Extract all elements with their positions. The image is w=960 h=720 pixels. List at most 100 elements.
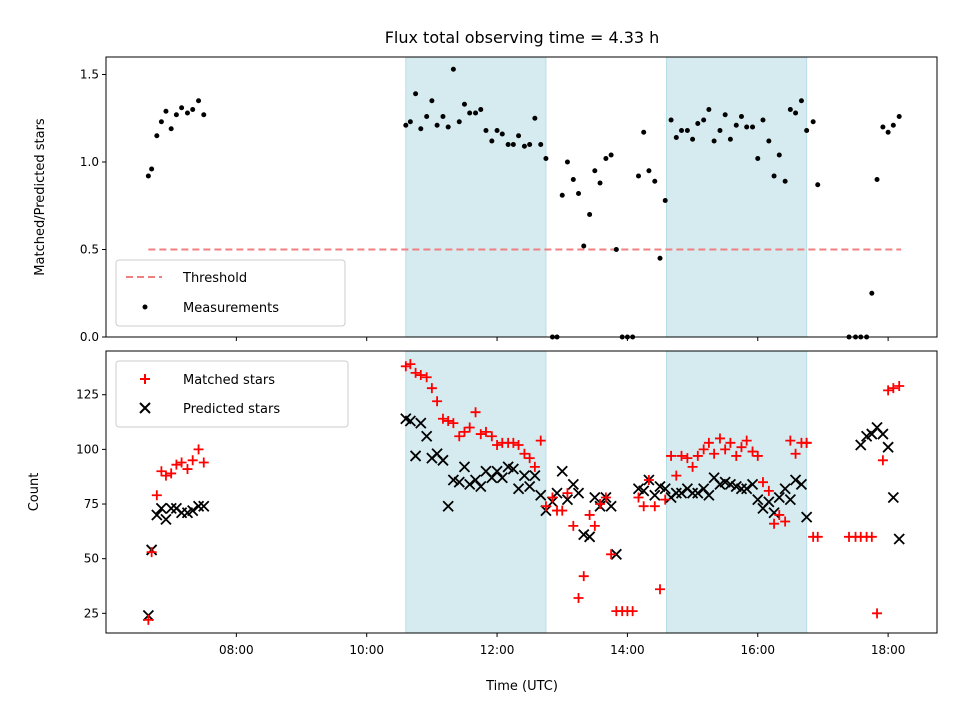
matched-stars-marker [741,435,752,446]
measurement-point [467,110,473,116]
predicted-stars-marker [421,430,433,442]
bottom-legend-box [115,360,349,428]
measurement-point [168,126,174,132]
shaded-interval-0 [405,350,547,634]
predicted-stars-marker [437,454,449,466]
measurement-point [407,119,413,125]
legend-threshold-label: Threshold [182,271,247,286]
predicted-stars-marker [675,487,688,499]
measurement-point [521,143,527,149]
predicted-stars-marker [192,500,205,512]
matched-stars-marker [655,584,665,595]
predicted-stars-marker [404,415,417,427]
measurement-point [184,110,190,116]
matched-stars-marker [529,461,540,472]
measurement-point [196,98,202,104]
top-y-tick-label: 0.0 [80,330,99,344]
matched-stars-marker [703,437,714,448]
measurement-point [450,66,456,72]
predicted-stars-marker [773,491,785,504]
measurement-point [543,156,549,161]
matched-stars-marker [785,435,796,446]
top-axis-ticks: 0.0 0.5 1.0 1.5 [80,68,889,344]
measurement-point [668,117,674,123]
matched-stars-marker [709,448,720,459]
matched-stars-marker [578,571,589,582]
matched-stars-marker [600,492,611,503]
matched-stars-marker [687,461,698,472]
predicted-stars-marker [724,478,737,490]
matched-stars-marker [156,466,167,477]
matched-stars-marker [182,464,193,475]
legend-measurements-swatch [142,304,148,310]
matched-stars-marker [725,437,736,448]
measurement-point [149,166,155,172]
matched-stars-marker [638,501,649,512]
predicted-stars-marker [458,461,471,473]
matched-stars-marker [584,509,595,520]
measurements-series [145,66,902,340]
measurement-point [679,128,685,133]
measurement-point [608,152,614,158]
measurement-point [717,128,723,133]
measurement-point [505,142,511,147]
measurement-point [478,107,484,112]
matched-stars-marker [443,415,454,426]
bottom-axis-ticks: 08:00 10:00 12:00 14:00 16:00 18:00 25 50 75 100 1… [76,388,905,657]
matched-stars-marker [508,437,519,448]
measurement-point [440,114,446,119]
matched-stars-marker [187,455,198,466]
predicted-stars-marker [187,504,199,517]
predicted-stars-marker [866,428,878,440]
predicted-stars-marker [893,533,905,545]
measurement-point [154,133,160,139]
bottom-y-tick-label: 75 [84,497,99,511]
predicted-stars-marker [703,489,715,501]
matched-stars-marker [405,359,416,370]
measurement-point [527,142,533,147]
predicted-stars-marker [795,478,808,490]
legend-measurements-label: Measurements [183,301,279,316]
matched-stars-marker [410,367,421,378]
measurement-point [744,124,750,130]
matched-stars-marker [166,468,177,479]
matched-stars-marker [535,435,546,446]
predicted-stars-marker [583,531,596,543]
bottom-y-tick-label: 100 [76,442,99,456]
bottom-y-tick-label: 25 [84,606,99,620]
matched-stars-marker [480,426,491,437]
predicted-stars-marker [415,417,427,429]
measurement-point [727,136,733,142]
top-y-tick-label: 0.5 [80,243,99,257]
matched-stars-marker [160,470,171,481]
bottom-legend: Matched stars Predicted stars [115,360,349,428]
measurement-point [473,110,479,116]
measurement-point [424,114,430,119]
predicted-stars-marker [561,494,574,506]
measurement-point [445,124,451,130]
predicted-stars-marker [447,474,460,486]
measurement-point [782,178,788,184]
x-tick-label: 18:00 [871,643,906,657]
matched-stars-marker [513,440,524,450]
matched-stars-marker [146,547,157,558]
predicted-stars-marker [784,494,796,506]
measurement-point [532,115,538,121]
matched-stars-marker [801,437,812,448]
predicted-stars-marker [578,528,590,541]
measurement-point [190,107,196,112]
measurement-point [750,124,756,130]
matched-stars-marker [763,485,774,496]
predicted-stars-marker [442,500,454,512]
predicted-stars-marker [882,441,894,453]
matched-stars-marker [557,505,568,516]
predicted-stars-marker [649,489,661,501]
legend-matched-label: Matched stars [183,373,275,388]
measurement-point [559,192,565,198]
predicted-stars-marker [752,494,764,506]
bottom-y-tick-label: 50 [84,552,99,566]
matched-stars-marker [171,459,182,470]
matched-stars-marker [568,520,579,531]
matched-stars-marker [400,361,411,372]
matched-stars-series [143,359,905,625]
